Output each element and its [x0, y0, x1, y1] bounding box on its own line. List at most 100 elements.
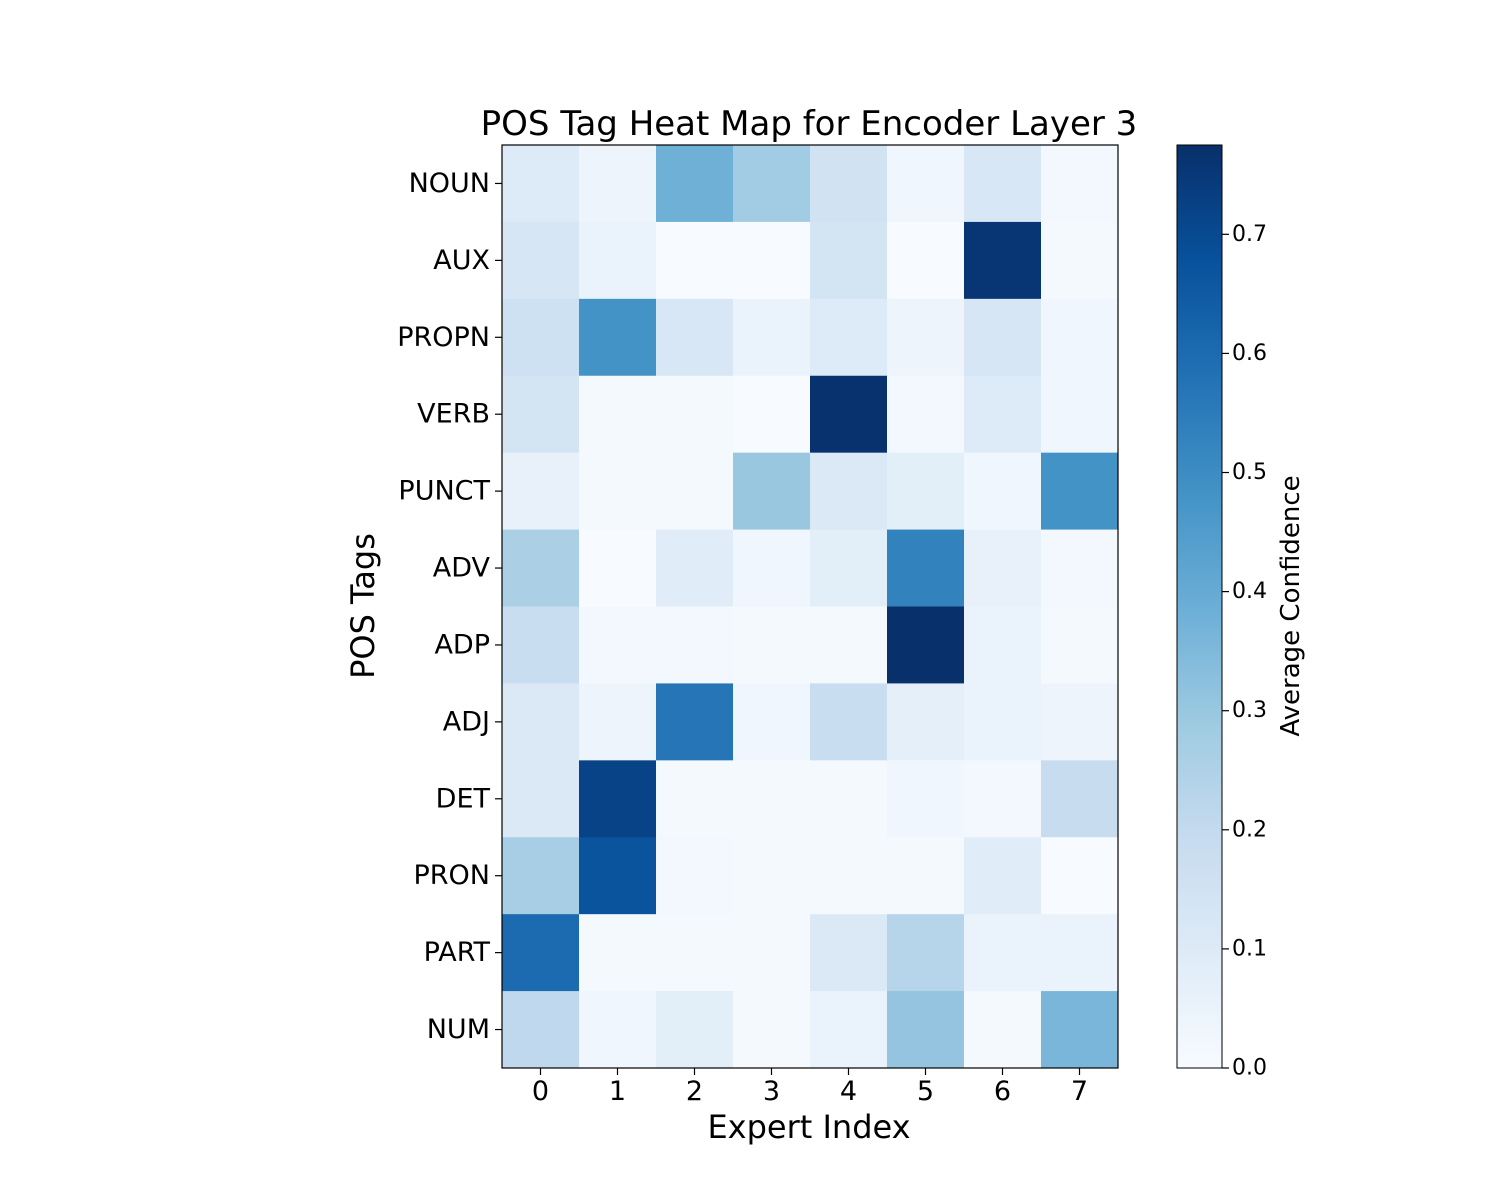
heatmap-cell-adj-0	[502, 683, 580, 761]
colorbar-tick-label: 0.7	[1232, 222, 1267, 247]
heatmap-cell-noun-3	[733, 145, 811, 223]
x-tick-label: 5	[917, 1076, 934, 1107]
y-tick-label: PART	[424, 937, 491, 968]
heatmap-cell-num-7	[1041, 991, 1119, 1069]
heatmap-cell-adp-6	[964, 606, 1042, 684]
colorbar-tick-label: 0.1	[1232, 936, 1267, 961]
heatmap-cell-adp-0	[502, 606, 580, 684]
heatmap-cell-punct-2	[656, 452, 734, 531]
x-tick-label: 7	[1071, 1076, 1088, 1107]
heatmap-cell-adv-6	[964, 529, 1042, 607]
y-tick-label: PUNCT	[398, 476, 490, 507]
heatmap-cell-num-2	[656, 991, 734, 1069]
colorbar-label: Average Confidence	[1276, 475, 1306, 736]
heatmap-cell-adp-1	[579, 606, 657, 684]
x-axis-ticks: 0 1 2 3 4 5 6 7	[532, 1068, 1088, 1107]
heatmap-cell-det-7	[1041, 760, 1119, 838]
heatmap-cell-adj-7	[1041, 683, 1119, 761]
heatmap-cell-det-0	[502, 760, 580, 838]
heatmap-cell-part-1	[579, 914, 657, 992]
heatmap-cell-adv-3	[733, 529, 811, 607]
heatmap-cell-verb-0	[502, 375, 580, 454]
heatmap-cell-det-1	[579, 760, 657, 838]
heatmap-cell-part-3	[733, 914, 811, 992]
heatmap-cell-pron-1	[579, 837, 657, 915]
heatmap-cell-punct-1	[579, 452, 657, 531]
heatmap-cell-verb-1	[579, 375, 657, 454]
heatmap-cell-part-5	[887, 914, 965, 992]
heatmap-cell-adj-3	[733, 683, 811, 761]
y-tick-label: NUM	[427, 1014, 490, 1045]
heatmap-cell-adv-4	[810, 529, 888, 607]
heatmap-cell-det-3	[733, 760, 811, 838]
colorbar	[1176, 144, 1223, 1069]
heatmap-cell-punct-7	[1041, 452, 1119, 531]
heatmap-cell-aux-0	[502, 221, 580, 300]
heatmap-cell-pron-5	[887, 837, 965, 915]
heatmap-cell-adp-2	[656, 606, 734, 684]
heatmap-cell-aux-6	[964, 221, 1042, 300]
heatmap-cell-punct-6	[964, 452, 1042, 531]
y-tick-label: PRON	[414, 860, 491, 891]
heatmap-cell-aux-4	[810, 221, 888, 300]
y-tick-label: NOUN	[409, 168, 490, 199]
heatmap-cell-adp-5	[887, 606, 965, 684]
heatmap-cell-det-5	[887, 760, 965, 838]
heatmap-cell-adj-5	[887, 683, 965, 761]
heatmap-cell-part-7	[1041, 914, 1119, 992]
heatmap-cell-verb-7	[1041, 375, 1119, 454]
heatmap-cell-adv-0	[502, 529, 580, 607]
x-tick-label: 3	[763, 1076, 780, 1107]
y-tick-label: ADP	[434, 629, 490, 660]
heatmap-cell-part-0	[502, 914, 580, 992]
heatmap-cell-aux-2	[656, 221, 734, 300]
heatmap-cell-pron-0	[502, 837, 580, 915]
heatmap-cell-propn-6	[964, 298, 1042, 377]
heatmap-cell-num-3	[733, 991, 811, 1069]
colorbar-tick-label: 0.4	[1232, 579, 1267, 604]
colorbar-tick-label: 0.5	[1232, 460, 1267, 485]
heatmap-cell-noun-5	[887, 145, 965, 223]
heatmap-cell-num-0	[502, 991, 580, 1069]
heatmap-cell-pron-3	[733, 837, 811, 915]
colorbar-tick-label: 0.2	[1232, 817, 1267, 842]
heatmap-cell-verb-3	[733, 375, 811, 454]
heatmap-cell-det-6	[964, 760, 1042, 838]
heatmap-cell-adv-2	[656, 529, 734, 607]
heatmap-cell-propn-2	[656, 298, 734, 377]
heatmap-cell-num-4	[810, 991, 888, 1069]
heatmap-cell-pron-6	[964, 837, 1042, 915]
heatmap-cells	[502, 145, 1119, 1069]
heatmap-cell-noun-4	[810, 145, 888, 223]
heatmap-cell-part-2	[656, 914, 734, 992]
colorbar-tick-label: 0.3	[1232, 698, 1267, 723]
heatmap-cell-aux-7	[1041, 221, 1119, 300]
heatmap-cell-noun-7	[1041, 145, 1119, 223]
colorbar-tick-label: 0.0	[1232, 1056, 1267, 1081]
plot-frame	[501, 144, 1119, 1069]
heatmap-cell-verb-6	[964, 375, 1042, 454]
heatmap-cell-propn-3	[733, 298, 811, 377]
heatmap-cell-adv-1	[579, 529, 657, 607]
heatmap-cell-propn-1	[579, 298, 657, 377]
heatmap-cell-adp-4	[810, 606, 888, 684]
heatmap-cell-adp-3	[733, 606, 811, 684]
heatmap-cell-propn-7	[1041, 298, 1119, 377]
heatmap-cell-adp-7	[1041, 606, 1119, 684]
heatmap-cell-adj-2	[656, 683, 734, 761]
heatmap-cell-verb-5	[887, 375, 965, 454]
heatmap-cell-noun-0	[502, 145, 580, 223]
x-axis-label: Expert Index	[707, 1108, 910, 1146]
heatmap-cell-part-6	[964, 914, 1042, 992]
colorbar-ticks: 0.0 0.1 0.2 0.3 0.4 0.5 0.6 0.7	[1222, 222, 1267, 1081]
x-tick-label: 4	[840, 1076, 857, 1107]
y-tick-label: VERB	[417, 399, 490, 430]
heatmap-cell-num-1	[579, 991, 657, 1069]
heatmap-cell-pron-7	[1041, 837, 1119, 915]
heatmap-cell-propn-0	[502, 298, 580, 377]
heatmap-cell-propn-5	[887, 298, 965, 377]
x-tick-label: 1	[609, 1076, 626, 1107]
heatmap-cell-noun-2	[656, 145, 734, 223]
heatmap-cell-det-4	[810, 760, 888, 838]
